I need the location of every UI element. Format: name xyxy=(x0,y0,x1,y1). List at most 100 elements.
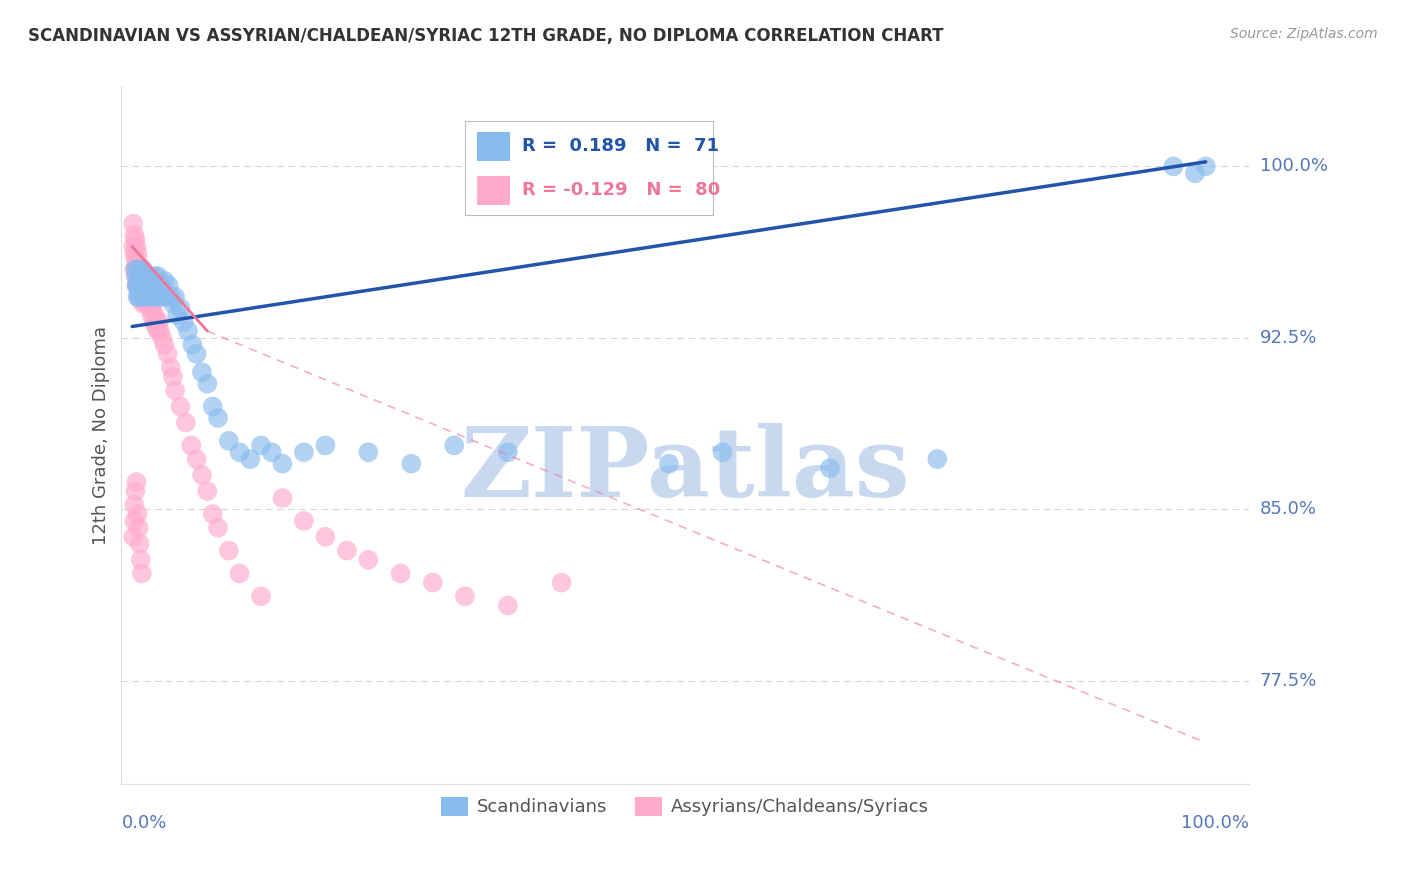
Point xyxy=(142,301,165,315)
Point xyxy=(155,290,177,304)
Point xyxy=(129,553,152,567)
Point xyxy=(228,445,250,459)
Text: 100.0%: 100.0% xyxy=(1260,157,1327,176)
Point xyxy=(125,269,148,284)
Point xyxy=(124,251,146,265)
Point xyxy=(127,507,149,521)
Point xyxy=(156,347,179,361)
Point xyxy=(124,262,146,277)
Point xyxy=(148,315,170,329)
Point xyxy=(191,365,214,379)
Point xyxy=(131,285,153,300)
Point xyxy=(207,411,229,425)
Point xyxy=(128,262,150,277)
Text: 85.0%: 85.0% xyxy=(1260,500,1317,518)
Point xyxy=(132,296,155,310)
Point xyxy=(148,290,170,304)
Point xyxy=(401,457,423,471)
Point xyxy=(357,445,380,459)
Point xyxy=(131,269,153,284)
Point xyxy=(128,278,150,293)
Point xyxy=(207,521,229,535)
Point xyxy=(145,290,167,304)
Point xyxy=(128,285,150,300)
Point xyxy=(125,258,148,272)
Text: 92.5%: 92.5% xyxy=(1260,329,1317,347)
Point xyxy=(128,521,150,535)
Point xyxy=(134,296,156,310)
Point xyxy=(122,217,145,231)
Point xyxy=(239,452,262,467)
Point xyxy=(186,452,208,467)
Point xyxy=(128,285,150,300)
Point xyxy=(180,438,202,452)
Point xyxy=(136,290,159,304)
Point xyxy=(132,290,155,304)
Point xyxy=(136,285,159,300)
Text: Source: ZipAtlas.com: Source: ZipAtlas.com xyxy=(1230,27,1378,41)
Point xyxy=(132,290,155,304)
Point xyxy=(139,285,162,300)
Point xyxy=(250,438,273,452)
Point xyxy=(550,575,572,590)
Point xyxy=(134,278,156,293)
Point xyxy=(124,246,146,260)
FancyBboxPatch shape xyxy=(477,176,510,205)
Point xyxy=(122,530,145,544)
Point xyxy=(143,269,166,284)
Point xyxy=(162,369,184,384)
Point xyxy=(174,416,197,430)
Point xyxy=(132,285,155,300)
Point xyxy=(153,338,176,352)
Point xyxy=(1163,160,1185,174)
Point xyxy=(201,400,224,414)
Point xyxy=(169,301,191,315)
Text: R =  0.189   N =  71: R = 0.189 N = 71 xyxy=(522,137,718,155)
Point xyxy=(124,233,146,247)
Point xyxy=(818,461,841,475)
Point xyxy=(141,308,163,322)
Point xyxy=(128,274,150,288)
Text: SCANDINAVIAN VS ASSYRIAN/CHALDEAN/SYRIAC 12TH GRADE, NO DIPLOMA CORRELATION CHAR: SCANDINAVIAN VS ASSYRIAN/CHALDEAN/SYRIAC… xyxy=(28,27,943,45)
Point xyxy=(159,290,181,304)
Point xyxy=(139,301,162,315)
Point xyxy=(129,290,152,304)
Point xyxy=(314,530,336,544)
Point xyxy=(124,269,146,284)
Point xyxy=(127,278,149,293)
Point xyxy=(127,262,149,277)
Point xyxy=(165,384,187,398)
Text: R = -0.129   N =  80: R = -0.129 N = 80 xyxy=(522,181,720,199)
Point xyxy=(128,292,150,306)
Point xyxy=(177,324,200,338)
Point xyxy=(131,566,153,581)
Point xyxy=(128,290,150,304)
Point xyxy=(125,239,148,253)
Point xyxy=(136,296,159,310)
Point xyxy=(271,491,294,505)
Point xyxy=(146,269,169,284)
Point xyxy=(711,445,734,459)
Point xyxy=(142,278,165,293)
Text: 77.5%: 77.5% xyxy=(1260,672,1317,690)
Point xyxy=(201,507,224,521)
Point xyxy=(292,514,315,528)
Point xyxy=(159,360,181,375)
Point xyxy=(128,537,150,551)
Point xyxy=(422,575,444,590)
Point xyxy=(124,227,146,242)
Point xyxy=(454,590,477,604)
Point xyxy=(124,514,146,528)
Point xyxy=(125,475,148,489)
Point xyxy=(129,269,152,284)
Y-axis label: 12th Grade, No Diploma: 12th Grade, No Diploma xyxy=(93,326,110,545)
Point xyxy=(142,290,165,304)
Point xyxy=(927,452,949,467)
Point xyxy=(181,338,204,352)
Point xyxy=(135,292,157,306)
Point xyxy=(129,285,152,300)
Point xyxy=(150,331,173,345)
Point xyxy=(1195,160,1218,174)
Point xyxy=(218,434,240,448)
Point xyxy=(122,239,145,253)
